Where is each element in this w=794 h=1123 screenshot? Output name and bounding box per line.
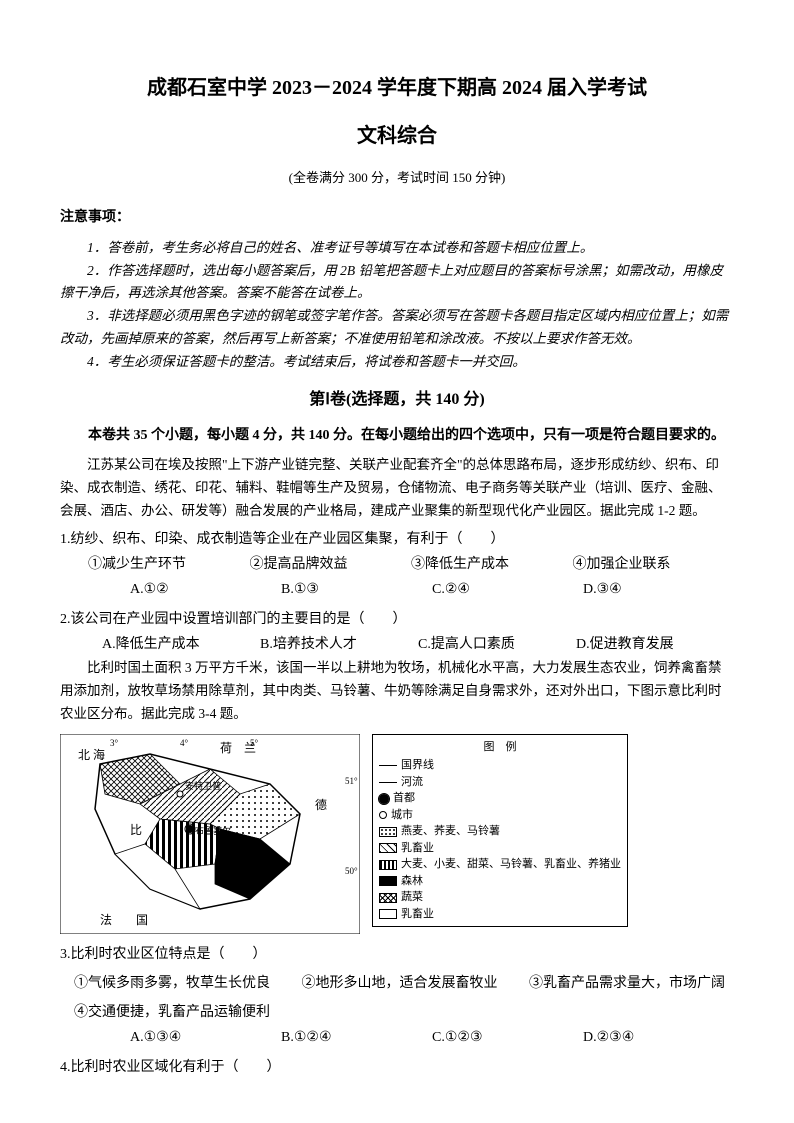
- q1-choices: A.①② B.①③ C.②④ D.③④: [60, 577, 734, 602]
- q2-d: D.促进教育发展: [576, 632, 734, 657]
- q2-b: B.培养技术人才: [260, 632, 418, 657]
- q1-subopts: ①减少生产环节 ②提高品牌效益 ③降低生产成本 ④加强企业联系: [60, 552, 734, 577]
- q2-stem: 2.该公司在产业园中设置培训部门的主要目的是（ ）: [60, 607, 734, 632]
- svg-text:德: 德: [315, 797, 327, 812]
- legend-title: 图 例: [379, 739, 621, 756]
- q1-opt2: ②提高品牌效益: [250, 552, 412, 577]
- q1-c: C.②④: [432, 577, 583, 602]
- passage-2: 比利时国土面积 3 万平方千米，该国一半以上耕地为牧场，机械化水平高，大力发展生…: [60, 657, 734, 726]
- q3-d: D.②③④: [583, 1025, 734, 1050]
- q1-stem: 1.纺纱、织布、印染、成衣制造等企业在产业园区集聚，有利于（ ）: [60, 527, 734, 552]
- svg-text:50°: 50°: [345, 866, 358, 876]
- q2-choices: A.降低生产成本 B.培养技术人才 C.提高人口素质 D.促进教育发展: [60, 632, 734, 657]
- notice-item: 1．答卷前，考生务必将自己的姓名、准考证号等填写在本试卷和答题卡相应位置上。: [60, 237, 734, 260]
- svg-text:安特卫普: 安特卫普: [185, 780, 221, 791]
- legend-label: 蔬菜: [401, 889, 423, 906]
- q3-opt3: ③乳畜产品需求量大，市场广阔: [529, 976, 725, 991]
- legend-label: 河流: [401, 774, 423, 791]
- q3-opt2: ②地形多山地，适合发展畜牧业: [302, 976, 498, 991]
- legend-label: 国界线: [401, 757, 434, 774]
- svg-text:5°: 5°: [250, 738, 259, 748]
- notice-title: 注意事项：: [60, 205, 734, 230]
- svg-text:3°: 3°: [110, 738, 119, 748]
- q3-choices: A.①③④ B.①②④ C.①②③ D.②③④: [60, 1025, 734, 1050]
- q2-a: A.降低生产成本: [102, 632, 260, 657]
- q1-a: A.①②: [130, 577, 281, 602]
- q3-stem: 3.比利时农业区位特点是（ ）: [60, 942, 734, 967]
- svg-text:北 海: 北 海: [78, 747, 105, 762]
- legend-label: 乳畜业: [401, 906, 434, 923]
- map-legend: 图 例 国界线 河流 首都 城市 燕麦、荞麦、马铃薯 乳畜业 大麦、小麦、甜菜、…: [372, 734, 628, 928]
- title-sub: 文科综合: [60, 118, 734, 154]
- legend-label: 城市: [391, 807, 413, 824]
- q1-opt4: ④加强企业联系: [573, 552, 735, 577]
- title-main: 成都石室中学 2023－2024 学年度下期高 2024 届入学考试: [60, 70, 734, 106]
- q3-a: A.①③④: [130, 1025, 281, 1050]
- q3-c: C.①②③: [432, 1025, 583, 1050]
- legend-label: 乳畜业: [401, 840, 434, 857]
- q3-subopts: ①气候多雨多雾，牧草生长优良 ②地形多山地，适合发展畜牧业 ③乳畜产品需求量大，…: [60, 971, 734, 996]
- q4-stem: 4.比利时农业区域化有利于（ ）: [60, 1055, 734, 1080]
- q2-c: C.提高人口素质: [418, 632, 576, 657]
- svg-text:布鲁塞尔: 布鲁塞尔: [195, 825, 231, 836]
- q3-opt1: ①气候多雨多雾，牧草生长优良: [74, 976, 270, 991]
- q3-opt4-line: ④交通便捷，乳畜产品运输便利: [60, 1000, 734, 1025]
- q1-opt3: ③降低生产成本: [411, 552, 573, 577]
- svg-text:4°: 4°: [180, 738, 189, 748]
- q1-opt1: ①减少生产环节: [88, 552, 250, 577]
- svg-text:51°: 51°: [345, 776, 358, 786]
- legend-label: 燕麦、荞麦、马铃薯: [401, 823, 500, 840]
- section-title: 第Ⅰ卷(选择题，共 140 分): [60, 386, 734, 415]
- q3-b: B.①②④: [281, 1025, 432, 1050]
- belgium-map: 北 海 荷 兰 德 法 国 比 安特卫普 布鲁塞尔 3° 4° 5° 51° 5…: [60, 734, 360, 934]
- passage-1: 江苏某公司在埃及按照"上下游产业链完整、关联产业配套齐全"的总体思路布局，逐步形…: [60, 454, 734, 523]
- legend-label: 森林: [401, 873, 423, 890]
- q1-d: D.③④: [583, 577, 734, 602]
- notice-item: 2．作答选择题时，选出每小题答案后，用 2B 铅笔把答题卡上对应题目的答案标号涂…: [60, 260, 734, 306]
- notice-item: 3．非选择题必须用黑色字迹的钢笔或签字笔作答。答案必须写在答题卡各题目指定区域内…: [60, 305, 734, 351]
- exam-info: (全卷满分 300 分，考试时间 150 分钟): [60, 166, 734, 189]
- map-container: 北 海 荷 兰 德 法 国 比 安特卫普 布鲁塞尔 3° 4° 5° 51° 5…: [60, 734, 734, 934]
- svg-text:法 国: 法 国: [100, 913, 148, 927]
- notice-item: 4．考生必须保证答题卡的整洁。考试结束后，将试卷和答题卡一并交回。: [60, 351, 734, 374]
- section-desc: 本卷共 35 个小题，每小题 4 分，共 140 分。在每小题给出的四个选项中，…: [60, 423, 734, 448]
- svg-text:比: 比: [130, 823, 142, 837]
- legend-label: 首都: [393, 790, 415, 807]
- q1-b: B.①③: [281, 577, 432, 602]
- legend-label: 大麦、小麦、甜菜、马铃薯、乳畜业、养猪业: [401, 856, 621, 873]
